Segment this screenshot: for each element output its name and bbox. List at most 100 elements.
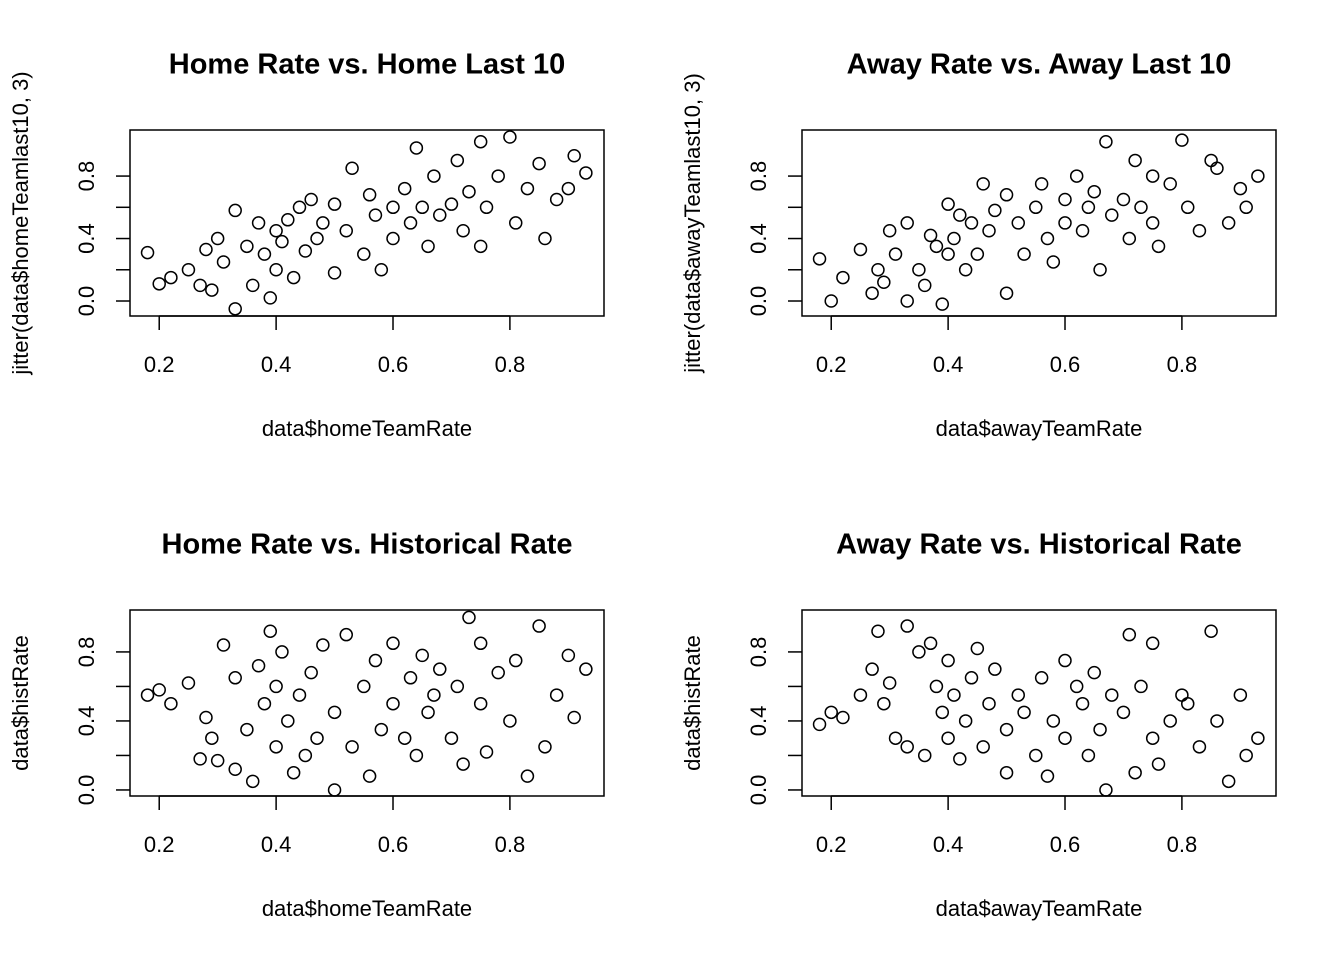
point xyxy=(935,705,950,720)
chart-title: Away Rate vs. Historical Rate xyxy=(836,529,1242,561)
y-tick-label: 0.4 xyxy=(74,223,99,254)
point xyxy=(923,636,938,651)
point xyxy=(450,153,465,168)
point xyxy=(1099,134,1113,149)
point xyxy=(1105,208,1119,222)
point xyxy=(421,239,435,254)
point xyxy=(339,627,354,642)
y-tick-label: 0.0 xyxy=(74,286,99,317)
x-tick-label: 0.6 xyxy=(378,832,409,857)
point xyxy=(836,710,850,725)
point xyxy=(1221,774,1236,789)
y-axis-label: jitter(data$awayTeamlast10, 3) xyxy=(680,73,705,374)
point xyxy=(865,662,879,676)
point xyxy=(275,234,289,249)
point xyxy=(205,731,219,745)
point xyxy=(1145,731,1160,745)
point xyxy=(298,244,313,258)
point xyxy=(900,294,914,308)
point xyxy=(1081,200,1096,215)
point xyxy=(473,134,488,149)
point xyxy=(941,247,955,261)
point xyxy=(339,223,354,238)
x-tick-label: 0.8 xyxy=(495,352,526,377)
point xyxy=(269,263,283,277)
point xyxy=(257,696,272,711)
point xyxy=(812,717,827,732)
point xyxy=(263,624,278,638)
y-tick-label: 0.0 xyxy=(746,775,771,806)
point xyxy=(415,648,429,663)
point xyxy=(888,731,903,745)
point xyxy=(228,302,242,316)
point xyxy=(304,665,318,680)
point xyxy=(1034,671,1049,685)
point xyxy=(479,745,494,759)
point xyxy=(210,231,225,246)
point xyxy=(1192,223,1207,238)
point xyxy=(421,705,435,720)
point xyxy=(520,181,535,196)
point xyxy=(1163,177,1177,191)
y-tick-label: 0.8 xyxy=(746,637,771,668)
x-tick-label: 0.4 xyxy=(933,352,964,377)
point xyxy=(1017,705,1031,720)
y-tick-label: 0.8 xyxy=(74,637,99,668)
point xyxy=(1122,627,1137,642)
chart-title: Away Rate vs. Away Last 10 xyxy=(847,49,1232,81)
x-tick-label: 0.2 xyxy=(816,352,847,377)
point xyxy=(1134,679,1148,694)
point xyxy=(853,688,868,702)
point xyxy=(561,181,576,196)
point xyxy=(1145,169,1160,183)
point xyxy=(327,266,342,280)
point xyxy=(935,297,950,311)
point xyxy=(327,197,342,211)
point xyxy=(929,679,944,694)
point xyxy=(1029,748,1043,763)
point xyxy=(1069,169,1084,183)
point xyxy=(999,765,1014,780)
point xyxy=(1221,216,1236,230)
point xyxy=(1251,731,1265,745)
point xyxy=(152,277,166,291)
point xyxy=(275,645,289,659)
point xyxy=(579,166,593,180)
point xyxy=(508,216,523,230)
point xyxy=(415,200,429,215)
point xyxy=(900,216,914,230)
y-tick-label: 0.8 xyxy=(74,161,99,192)
point xyxy=(1116,192,1131,207)
point xyxy=(181,676,196,690)
point xyxy=(1105,688,1119,702)
point xyxy=(298,748,313,763)
point xyxy=(403,671,418,685)
y-tick-label: 0.0 xyxy=(74,775,99,806)
point xyxy=(865,286,879,300)
point xyxy=(240,239,254,254)
point xyxy=(538,740,552,754)
x-tick-label: 0.6 xyxy=(1050,352,1081,377)
point xyxy=(888,247,903,261)
plot-box xyxy=(129,609,605,797)
point xyxy=(491,169,505,183)
point xyxy=(579,662,593,676)
point xyxy=(1029,200,1043,215)
point xyxy=(473,696,488,711)
point xyxy=(269,223,283,238)
point xyxy=(257,247,272,261)
point xyxy=(216,638,231,652)
point xyxy=(473,239,488,254)
point xyxy=(824,294,838,308)
point xyxy=(362,769,377,783)
y-axis-label: data$histRate xyxy=(8,635,33,771)
point xyxy=(281,714,295,728)
point xyxy=(941,731,955,745)
point xyxy=(1175,688,1189,702)
point xyxy=(929,239,944,254)
point xyxy=(444,731,459,745)
x-tick-label: 0.8 xyxy=(495,832,526,857)
point xyxy=(871,263,885,277)
point xyxy=(281,213,295,227)
point xyxy=(181,263,196,277)
